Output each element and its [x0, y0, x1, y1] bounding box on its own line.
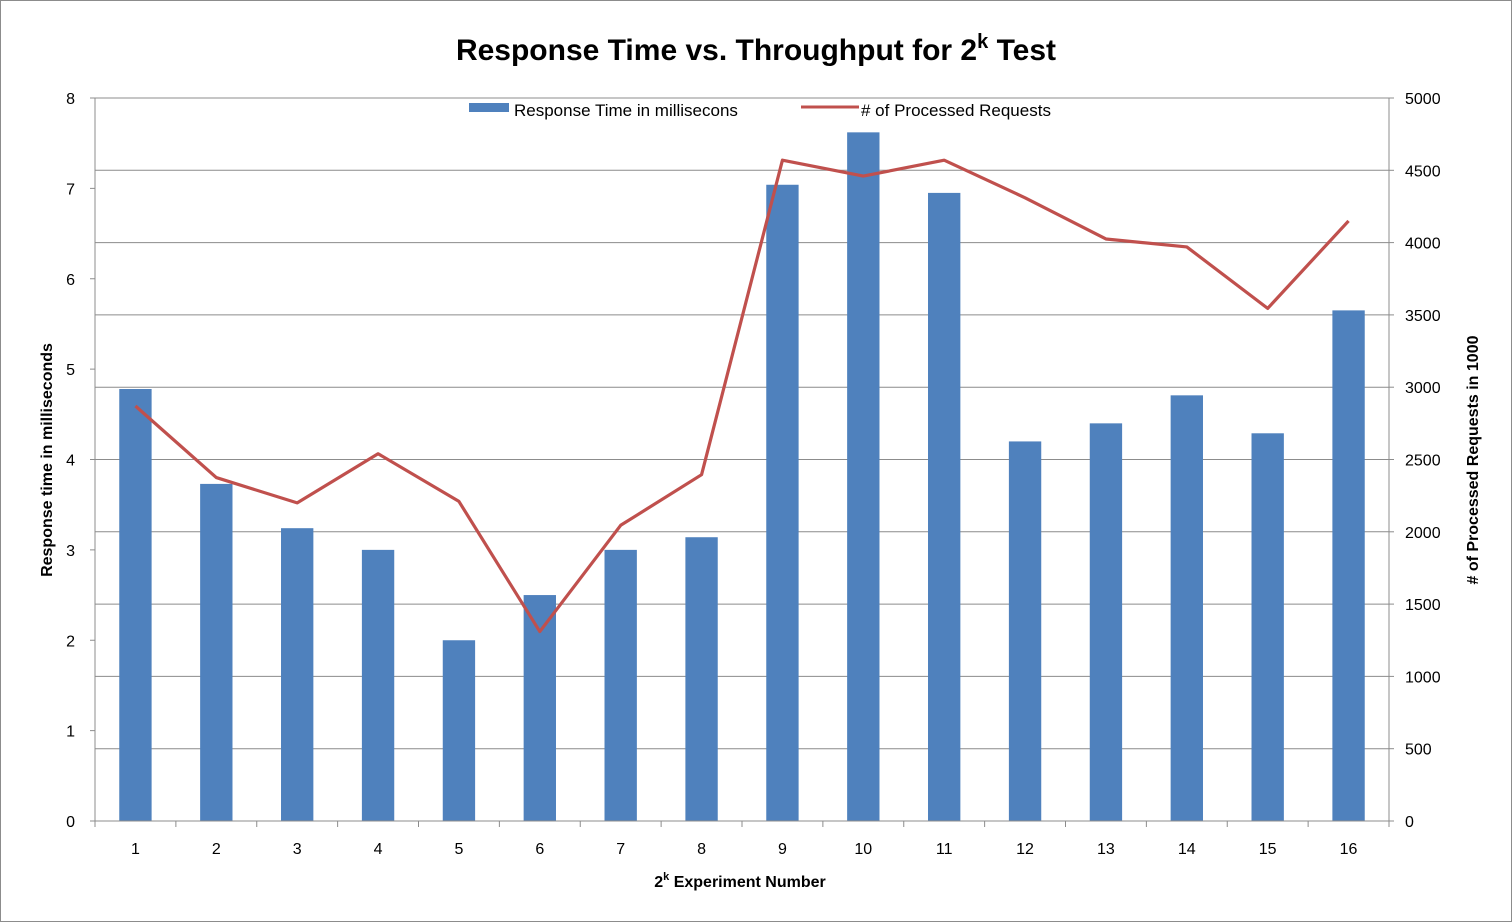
bar-response-time: [442, 640, 476, 821]
legend-label-processed-requests: # of Processed Requests: [861, 101, 1051, 120]
bar-series: [119, 132, 1365, 822]
y2-tick-label: 5000: [1405, 91, 1441, 108]
bar-response-time: [200, 483, 233, 821]
y2-tick-label: 1500: [1405, 597, 1441, 614]
x-tick-label: 10: [854, 841, 872, 858]
tick-labels: 0123456780500100015002000250030003500400…: [66, 91, 1441, 858]
y2-tick-label: 2000: [1405, 525, 1441, 542]
x-tick-label: 4: [374, 841, 383, 858]
x-axis-title: 2k Experiment Number: [654, 871, 826, 891]
line-processed-requests: [134, 158, 1350, 634]
bar-response-time: [1332, 310, 1365, 821]
y2-axis-title: # of Processed Requests in 1000: [1465, 335, 1482, 584]
y2-tick-label: 4500: [1405, 163, 1441, 180]
bar-response-time: [604, 549, 637, 821]
bar-response-time: [1089, 423, 1123, 821]
bar-response-time: [685, 537, 718, 821]
bar-response-time: [119, 389, 152, 821]
y-tick-label: 6: [66, 272, 75, 289]
y-axis-title: Response time in milliseconds: [39, 343, 56, 577]
y2-tick-label: 2500: [1405, 453, 1441, 470]
chart-title: Response Time vs. Throughput for 2k Test: [456, 31, 1056, 67]
y-tick-label: 3: [66, 543, 75, 560]
y-tick-label: 2: [66, 633, 75, 650]
x-tick-label: 11: [936, 841, 953, 858]
bar-response-time: [928, 192, 961, 822]
bar-response-time: [361, 549, 395, 821]
y-tick-label: 5: [66, 362, 75, 379]
y-tick-label: 0: [66, 814, 75, 831]
x-tick-label: 15: [1259, 841, 1277, 858]
y2-tick-label: 500: [1405, 742, 1432, 759]
x-tick-label: 14: [1178, 841, 1196, 858]
bar-response-time: [1170, 395, 1203, 821]
y2-tick-label: 3500: [1405, 308, 1441, 325]
y-tick-label: 4: [66, 453, 75, 470]
bar-response-time: [1008, 441, 1042, 821]
y2-tick-label: 0: [1405, 814, 1414, 831]
legend: Response Time in millisecons # of Proces…: [469, 101, 1051, 120]
y-tick-label: 8: [66, 91, 75, 108]
x-tick-label: 2: [212, 841, 221, 858]
x-tick-label: 16: [1340, 841, 1358, 858]
y2-tick-label: 1000: [1405, 669, 1441, 686]
x-tick-label: 13: [1097, 841, 1115, 858]
y-tick-label: 7: [66, 181, 75, 198]
y-tick-label: 1: [66, 724, 75, 741]
x-tick-label: 6: [535, 841, 544, 858]
x-tick-label: 9: [778, 841, 787, 858]
y2-tick-label: 3000: [1405, 380, 1441, 397]
line-series: [134, 158, 1350, 634]
axes: [90, 97, 1394, 827]
x-tick-label: 7: [616, 841, 625, 858]
bar-response-time: [847, 132, 880, 821]
bar-response-time: [281, 528, 314, 821]
legend-swatch-response-time: [469, 103, 509, 112]
x-tick-label: 5: [454, 841, 463, 858]
x-tick-label: 8: [697, 841, 706, 858]
y2-tick-label: 4000: [1405, 236, 1441, 253]
x-tick-label: 1: [131, 841, 140, 858]
legend-label-response-time: Response Time in millisecons: [514, 101, 738, 120]
x-tick-label: 12: [1016, 841, 1034, 858]
x-tick-label: 3: [293, 841, 302, 858]
bar-response-time: [766, 184, 799, 821]
bar-response-time: [1251, 433, 1284, 821]
